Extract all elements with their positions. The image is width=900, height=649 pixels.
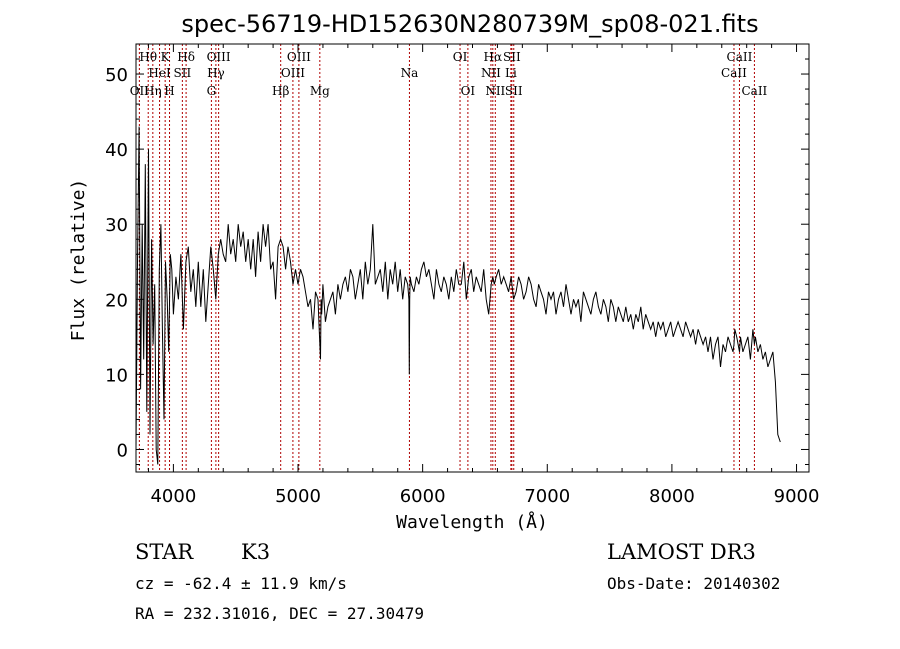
line-label-11: Hβ <box>272 84 289 98</box>
line-label-14: Mg <box>310 84 330 98</box>
line-label-10: OIII <box>207 50 231 64</box>
x-axis-tick-labels: 4000 5000 6000 7000 8000 9000 <box>150 486 819 507</box>
line-label-8: G <box>207 84 217 98</box>
x-tick-label-4000: 4000 <box>150 486 196 507</box>
line-label-5: H <box>164 84 174 98</box>
line-label-4: K <box>161 50 171 64</box>
line-label-22: SII <box>503 50 521 64</box>
chart-title: spec-56719-HD152630N280739M_sp08-021.fit… <box>181 10 758 38</box>
line-label-23: SII <box>505 84 523 98</box>
x-tick-label-9000: 9000 <box>774 486 820 507</box>
coordinates: RA = 232.31016, DEC = 27.30479 <box>135 604 424 623</box>
line-label-9: Hγ <box>207 66 225 80</box>
line-label-24: CaII <box>721 66 747 80</box>
line-label-17: OI <box>461 84 476 98</box>
y-axis-label: Flux (relative) <box>68 179 89 342</box>
line-label-1: OII <box>130 84 150 98</box>
x-tick-label-5000: 5000 <box>275 486 321 507</box>
object-subclass: K3 <box>241 540 271 564</box>
x-tick-label-7000: 7000 <box>524 486 570 507</box>
emission-line-markers <box>138 44 755 472</box>
line-label-3: HeI <box>148 66 171 80</box>
line-label-13: OIII <box>287 50 311 64</box>
x-axis-label: Wavelength (Å) <box>396 511 548 533</box>
y-tick-label-10: 10 <box>105 365 128 386</box>
spectrum-line <box>135 126 781 465</box>
emission-line-labels: HθOIIHηHeIKHSIIHδGHγOIIIHβOIIIOIIIMgNaOI… <box>130 50 768 98</box>
line-label-0: Hθ <box>139 50 157 64</box>
line-label-20: NII <box>485 84 505 98</box>
redshift-cz: cz = -62.4 ± 11.9 km/s <box>135 574 347 593</box>
line-label-21: Li <box>505 66 517 80</box>
plot-frame <box>135 43 810 473</box>
x-tick-label-8000: 8000 <box>649 486 695 507</box>
survey-name: LAMOST DR3 <box>607 540 756 564</box>
line-label-7: Hδ <box>177 50 195 64</box>
line-label-19: Hα <box>484 50 503 64</box>
x-axis-ticks <box>147 44 798 472</box>
line-label-15: Na <box>401 66 419 80</box>
line-label-18: NII <box>481 66 501 80</box>
y-tick-label-0: 0 <box>117 440 128 461</box>
line-label-16: OI <box>453 50 468 64</box>
y-tick-label-30: 30 <box>105 215 128 236</box>
line-label-2: Hη <box>144 84 162 98</box>
x-tick-label-6000: 6000 <box>400 486 446 507</box>
y-tick-label-50: 50 <box>105 65 128 86</box>
y-tick-label-20: 20 <box>105 290 128 311</box>
line-label-6: SII <box>174 66 192 80</box>
y-axis-tick-labels: 0 10 20 30 40 50 <box>105 65 128 461</box>
line-label-25: CaII <box>727 50 753 64</box>
y-axis-ticks <box>136 43 809 465</box>
object-class: STAR <box>135 540 194 564</box>
line-label-26: CaII <box>741 84 767 98</box>
observation-date: Obs-Date: 20140302 <box>607 574 781 593</box>
line-label-12: OIII <box>281 66 305 80</box>
y-tick-label-40: 40 <box>105 140 128 161</box>
